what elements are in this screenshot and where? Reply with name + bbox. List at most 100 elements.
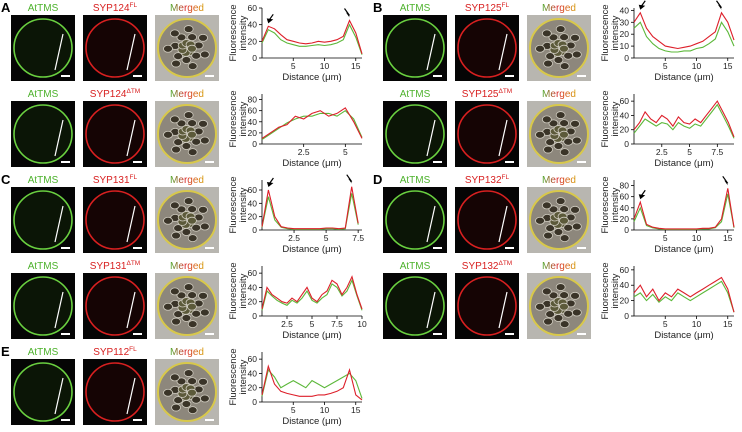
construct-superscript: ΔTM — [126, 88, 140, 95]
protein-name: SYP131 — [90, 261, 127, 272]
protein-name: SYP112 — [93, 347, 129, 358]
y-tick-label: 20 — [248, 128, 258, 138]
y-tick-label: 20 — [620, 29, 630, 39]
green-micrograph — [11, 187, 75, 253]
x-tick-label: 7.5 — [711, 147, 723, 157]
green-micrograph — [11, 273, 75, 339]
y-axis-label: intensity — [238, 359, 249, 394]
y-tick-label: 80 — [248, 95, 258, 105]
peak-arrow-head — [718, 4, 722, 10]
peak-arrow-head — [724, 180, 728, 186]
panel-letter: B — [373, 0, 382, 15]
red-micrograph — [83, 15, 147, 81]
x-tick-label: 10 — [692, 233, 702, 243]
y-tick-label: 0 — [252, 311, 257, 321]
x-tick-label: 7.5 — [331, 319, 343, 329]
green-micrograph — [383, 273, 447, 339]
x-tick-label: 5 — [310, 319, 315, 329]
x-tick-label: 10 — [320, 405, 330, 415]
peak-arrow-head — [266, 182, 274, 187]
merged-micrograph — [155, 101, 219, 167]
intensity-line — [261, 109, 363, 141]
green-channel-label: AtTMS — [400, 3, 431, 14]
green-micrograph — [383, 15, 447, 81]
merged-label: Merged — [170, 347, 204, 358]
y-tick-label: 60 — [248, 268, 258, 278]
construct-superscript: ΔTM — [126, 260, 140, 267]
x-axis-label: Distance (μm) — [654, 244, 713, 255]
y-tick-label: 20 — [620, 214, 630, 224]
y-axis-label: Fluorescence — [600, 4, 611, 61]
merged-micrograph — [527, 15, 591, 81]
green-micrograph — [11, 359, 75, 425]
merged-label: Merged — [542, 261, 576, 272]
x-axis-label: Distance (μm) — [654, 158, 713, 169]
construct-superscript: ΔTM — [498, 260, 512, 267]
y-tick-label: 0 — [252, 397, 257, 407]
construct-superscript: FL — [502, 2, 510, 9]
y-tick-label: 30 — [620, 17, 630, 27]
panel-letter: E — [1, 344, 10, 359]
peak-arrow — [346, 174, 353, 183]
y-axis-label: intensity — [610, 101, 621, 136]
x-tick-label: 15 — [723, 233, 733, 243]
red-channel-label: SYP112FL — [93, 346, 137, 358]
x-tick-label: 5 — [663, 233, 668, 243]
red-channel-label: SYP125FL — [465, 2, 510, 14]
y-axis-label: Fluorescence — [228, 4, 239, 61]
x-axis-label: Distance (μm) — [282, 72, 341, 83]
merged-micrograph — [527, 273, 591, 339]
intensity-line — [261, 364, 363, 401]
red-channel-label: SYP124FL — [93, 2, 138, 14]
y-axis-label: intensity — [238, 187, 249, 222]
protein-name: SYP132 — [465, 175, 502, 186]
red-micrograph — [83, 273, 147, 339]
y-axis-label: intensity — [238, 273, 249, 308]
x-tick-label: 15 — [351, 61, 361, 71]
intensity-line — [633, 188, 735, 230]
x-axis-label: Distance (μm) — [282, 330, 341, 341]
peak-arrow-head — [266, 18, 274, 24]
green-channel-label: AtTMS — [400, 261, 431, 272]
x-tick-label: 2.5 — [281, 319, 293, 329]
y-tick-label: 80 — [620, 181, 630, 191]
x-axis-label: Distance (μm) — [282, 416, 341, 427]
x-tick-label: 5 — [663, 319, 668, 329]
merged-micrograph — [155, 273, 219, 339]
y-tick-label: 40 — [248, 368, 258, 378]
x-axis-label: Distance (μm) — [282, 158, 341, 169]
merged-label: Merged — [542, 175, 576, 186]
y-tick-label: 0 — [252, 225, 257, 235]
y-tick-label: 40 — [620, 203, 630, 213]
protein-name: SYP125 — [465, 3, 502, 14]
intensity-line — [633, 280, 735, 313]
panel-letter: C — [1, 172, 11, 187]
merged-label: Merged — [542, 89, 576, 100]
y-axis-label: intensity — [610, 273, 621, 308]
panel-letter: A — [1, 0, 11, 15]
y-axis-label: Fluorescence — [228, 176, 239, 233]
x-tick-label: 5 — [291, 61, 296, 71]
construct-superscript: FL — [130, 2, 138, 9]
intensity-line — [633, 276, 735, 313]
x-axis-label: Distance (μm) — [282, 244, 341, 255]
protein-name: SYP125 — [462, 89, 499, 100]
y-tick-label: 0 — [624, 225, 629, 235]
x-tick-label: 5 — [324, 233, 329, 243]
y-axis-label: intensity — [238, 101, 249, 136]
green-channel-label: AtTMS — [28, 89, 59, 100]
y-tick-label: 20 — [620, 125, 630, 135]
y-tick-label: 60 — [248, 354, 258, 364]
y-tick-label: 20 — [620, 296, 630, 306]
peak-arrow — [722, 175, 729, 184]
green-channel-label: AtTMS — [400, 175, 431, 186]
y-axis-label: intensity — [610, 187, 621, 222]
y-tick-label: 20 — [248, 36, 258, 46]
merged-micrograph — [155, 359, 219, 425]
construct-superscript: ΔTM — [498, 88, 512, 95]
panel-letter: D — [373, 172, 382, 187]
y-tick-label: 60 — [248, 106, 258, 116]
intensity-line — [261, 193, 359, 230]
x-tick-label: 2.5 — [656, 147, 668, 157]
peak-arrow-head — [346, 12, 350, 18]
